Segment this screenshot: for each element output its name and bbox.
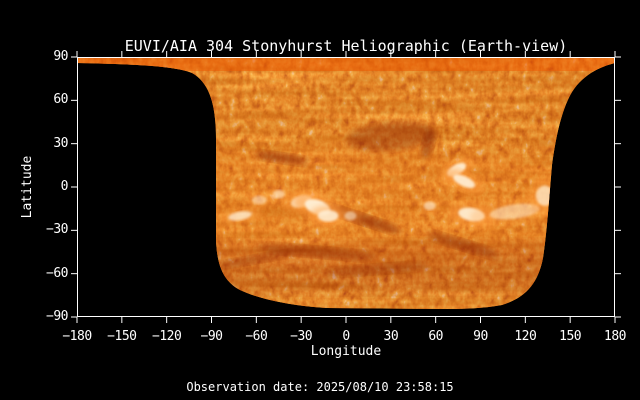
solar-texture <box>77 57 615 309</box>
x-tick-label: −180 <box>62 329 92 344</box>
x-tick-label: −150 <box>107 329 137 344</box>
plot-frame <box>77 57 615 317</box>
x-tick-label: 30 <box>383 329 399 344</box>
x-tick-label: −30 <box>290 329 313 344</box>
axis-ticks <box>71 51 621 323</box>
page-title: EUVI/AIA 304 Stonyhurst Heliographic (Ea… <box>124 37 568 55</box>
y-tick-label: −30 <box>46 222 68 238</box>
y-tick-label: −90 <box>46 309 68 324</box>
y-tick-label: 0 <box>60 179 69 194</box>
y-tick-label: −60 <box>46 265 68 281</box>
x-tick-label: 120 <box>514 329 537 344</box>
x-tick-label: −90 <box>200 329 223 344</box>
x-tick-label: 150 <box>559 329 582 344</box>
x-tick-label: 0 <box>342 329 350 344</box>
north-polar-strip <box>77 57 615 71</box>
observation-date-caption: Observation date: 2025/08/10 23:58:15 <box>186 380 454 394</box>
x-tick-label: 180 <box>604 329 626 344</box>
x-tick-label: −120 <box>152 329 182 344</box>
y-axis-label: Latitude <box>20 155 35 219</box>
x-tick-label: −60 <box>245 329 268 344</box>
active-regions <box>218 157 561 227</box>
heliographic-map <box>71 51 621 323</box>
y-tick-label: 90 <box>53 49 68 64</box>
x-tick-label: 60 <box>428 329 443 344</box>
y-tick-label: 60 <box>53 92 68 108</box>
y-tick-label: 30 <box>53 135 68 151</box>
x-tick-label: 90 <box>473 329 488 344</box>
x-axis-label: Longitude <box>310 344 382 359</box>
